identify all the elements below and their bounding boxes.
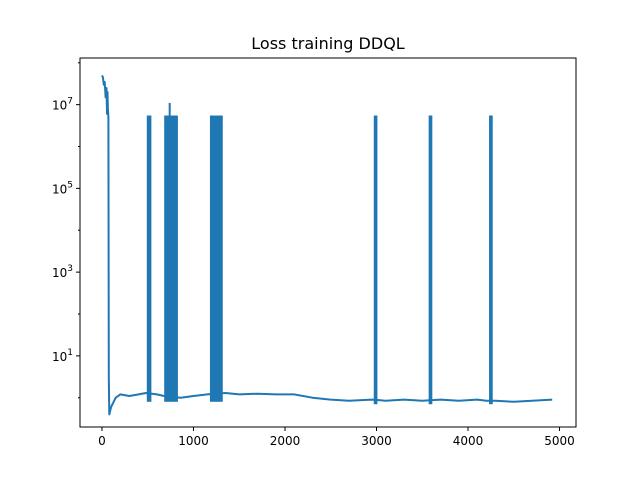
y-tick-label: 107 — [52, 97, 73, 113]
spike-band-3 — [373, 115, 378, 405]
x-tick-label: 5000 — [544, 434, 575, 448]
y-tick-label: 101 — [52, 348, 73, 364]
x-tick-label: 1000 — [178, 434, 209, 448]
y-tick-label: 105 — [52, 180, 73, 196]
plot-area — [101, 74, 553, 416]
x-tick-label: 2000 — [270, 434, 301, 448]
spike-band-2 — [209, 115, 223, 402]
x-axis: 0 1000 2000 3000 4000 5000 — [98, 427, 575, 448]
spike-band-1 — [164, 115, 178, 402]
spike-band-0 — [146, 115, 152, 402]
x-tick-label: 4000 — [453, 434, 484, 448]
loss-series-line — [101, 74, 553, 416]
x-tick-label: 0 — [98, 434, 106, 448]
y-axis: 101 103 105 107 — [52, 62, 80, 399]
y-tick-label: 103 — [52, 264, 73, 280]
chart-title: Loss training DDQL — [251, 34, 404, 53]
spike-band-4 — [428, 115, 433, 405]
spike-band-5 — [489, 115, 493, 405]
x-tick-label: 3000 — [361, 434, 392, 448]
axes-frame — [79, 57, 577, 428]
